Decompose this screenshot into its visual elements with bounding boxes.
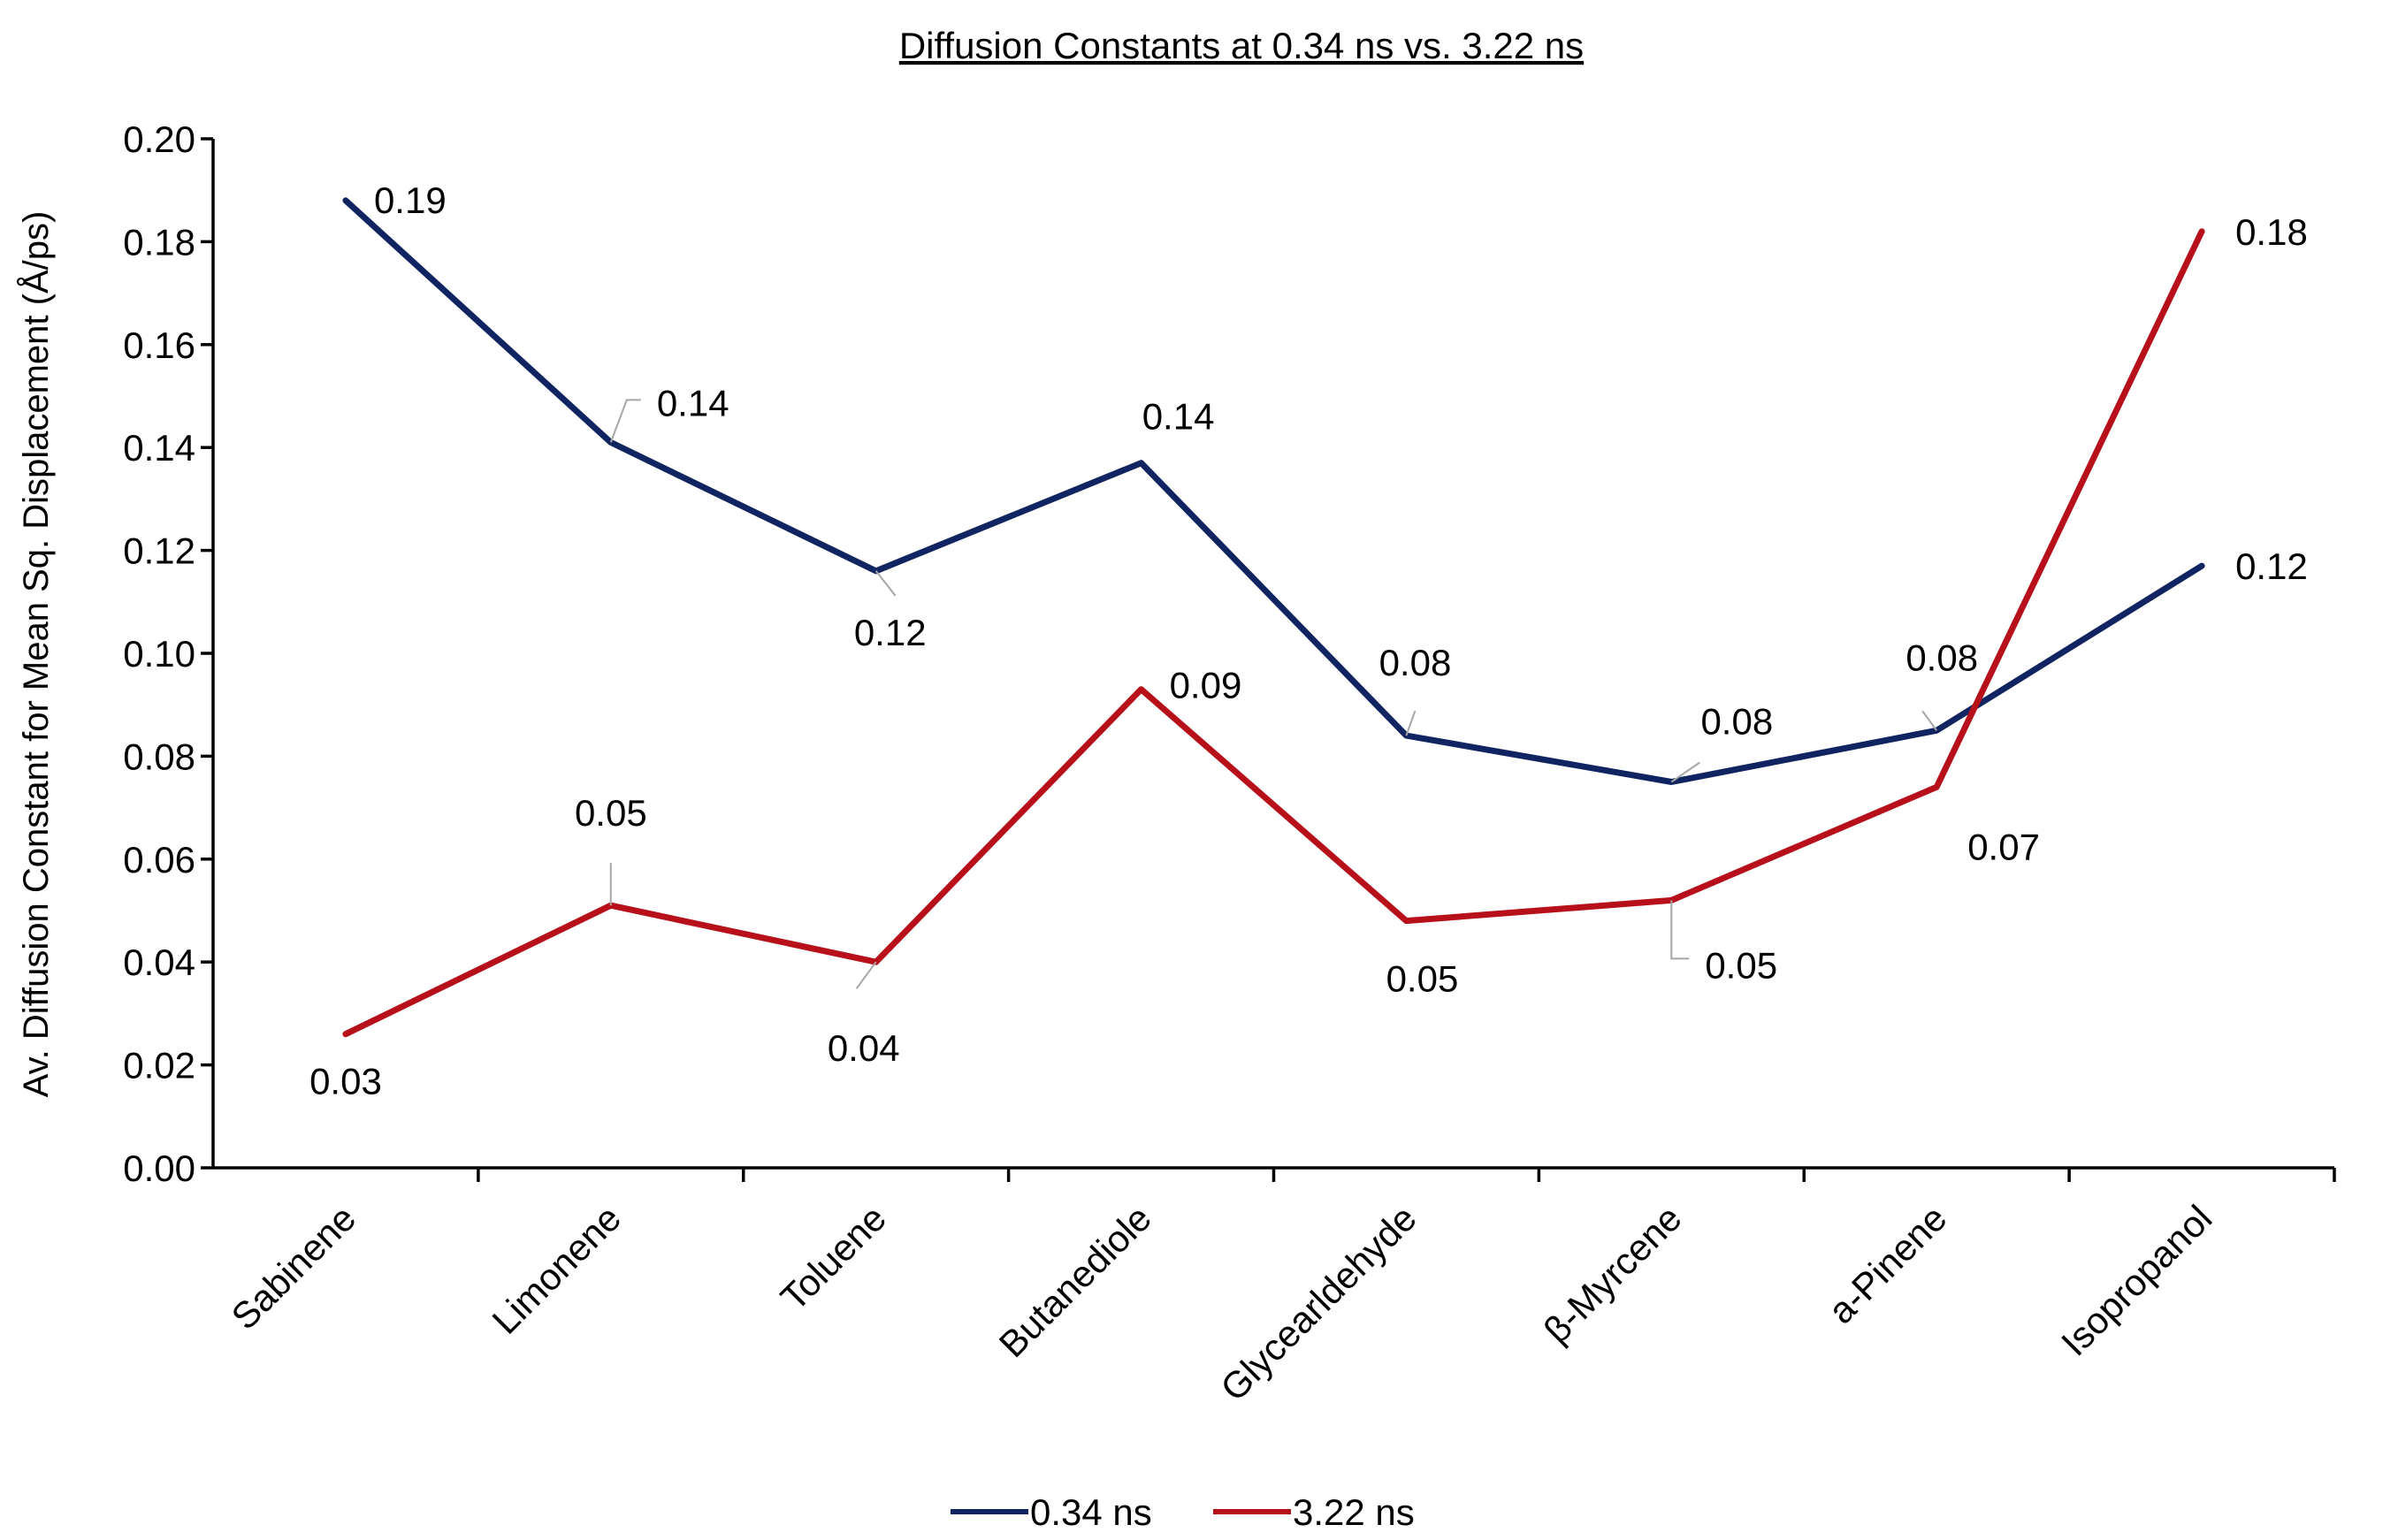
data-label: 0.05 [1705,944,1777,986]
y-tick-label: 0.02 [123,1045,195,1086]
data-label: 0.08 [1700,701,1773,743]
data-label-leader [1921,710,1938,731]
x-tick-label: Sabinene [224,1197,364,1338]
y-tick-label: 0.08 [123,736,195,777]
x-tick-label: a-Pinene [1820,1197,1954,1331]
chart-title: Diffusion Constants at 0.34 ns vs. 3.22 … [899,25,1584,66]
legend-label-0-34ns: 0.34 ns [1030,1491,1152,1533]
y-tick-label: 0.18 [123,221,195,263]
y-tick-label: 0.06 [123,839,195,881]
data-label: 0.07 [1967,826,2040,867]
data-label: 0.08 [1905,637,1978,678]
data-label: 0.05 [1386,958,1459,1000]
data-label-leader [1670,900,1690,960]
y-tick-label: 0.12 [123,530,195,572]
data-label-leader [874,570,897,597]
x-tick-label: β-Myrcene [1536,1197,1690,1351]
x-axis: Sabinene Limonene Toluene Butanediole Glycea… [213,1166,2336,1409]
y-tick-label: 0.16 [123,324,195,366]
data-label: 0.08 [1379,642,1452,683]
legend: 0.34 ns 3.22 ns [951,1491,1415,1533]
x-tick-label: Toluene [773,1197,894,1318]
legend-label-3-22ns: 3.22 ns [1293,1491,1415,1533]
data-label: 0.12 [2235,545,2308,587]
y-axis: 0.00 0.02 0.04 0.06 0.08 0.10 0.12 0.14 0.16 0.18… [123,118,215,1189]
y-tick-label: 0.20 [123,118,195,160]
y-tick-label: 0.00 [123,1147,195,1189]
data-label: 0.19 [374,179,447,221]
data-label: 0.14 [1142,396,1215,438]
data-label: 0.09 [1170,665,1242,706]
x-tick-label: Glycearldehyde [1212,1197,1424,1409]
y-axis-label: Av. Diffusion Constant for Mean Sq. Disp… [16,211,56,1098]
y-tick-label: 0.04 [123,942,195,983]
series-layer [342,197,2205,1038]
x-tick-label: Butanediole [991,1197,1159,1365]
series-line-0 [342,197,2205,785]
data-label: 0.05 [575,792,647,834]
data-label-leader [609,399,641,443]
data-label: 0.12 [854,612,927,653]
y-tick-label: 0.14 [123,427,195,469]
data-labels: 0.19 0.14 0.12 0.14 0.08 0.08 0.08 0.12 0.03 0.05… [309,179,2308,1102]
data-label: 0.04 [828,1027,900,1069]
data-label: 0.03 [309,1061,382,1102]
data-label: 0.18 [2235,211,2308,253]
data-label-leader [1670,761,1700,783]
x-tick-label: Limonene [485,1197,630,1342]
y-tick-label: 0.10 [123,633,195,675]
x-tick-label: Isopropanol [2053,1197,2219,1363]
data-label-leader [855,961,877,989]
data-label-leader [1405,710,1417,736]
series-line-1 [342,228,2205,1038]
data-label: 0.14 [657,382,729,423]
